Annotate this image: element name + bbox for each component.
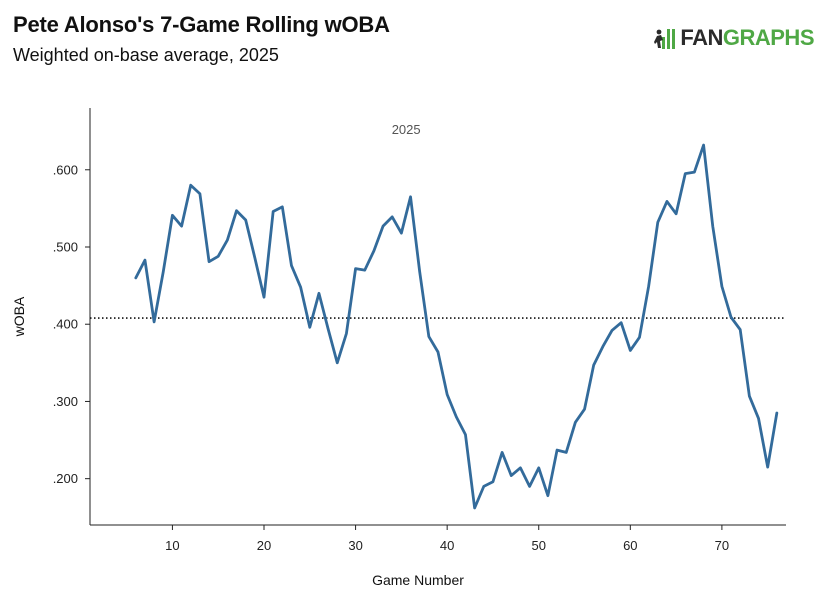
- x-axis-title: Game Number: [372, 572, 464, 588]
- y-tick-label: .500: [53, 240, 78, 255]
- chart-subtitle: Weighted on-base average, 2025: [13, 45, 279, 65]
- y-tick-label: .600: [53, 162, 78, 177]
- y-axis-title: wOBA: [11, 296, 27, 337]
- woba-series-line: [134, 143, 779, 510]
- x-tick-label: 10: [165, 538, 179, 553]
- y-tick-label: .400: [53, 317, 78, 332]
- x-tick-label: 70: [715, 538, 729, 553]
- logo-text-graphs: GRAPHS: [722, 25, 815, 50]
- x-tick-label: 50: [532, 538, 546, 553]
- logo-text-fan: FAN: [680, 25, 723, 50]
- fangraphs-logo-icon: [654, 29, 676, 49]
- x-tick-label: 20: [257, 538, 271, 553]
- chart-title: Pete Alonso's 7-Game Rolling wOBA: [13, 12, 390, 37]
- y-tick-label: .300: [53, 394, 78, 409]
- x-tick-label: 30: [348, 538, 362, 553]
- y-tick-label: .200: [53, 471, 78, 486]
- x-tick-label: 40: [440, 538, 454, 553]
- season-annotation: 2025: [392, 122, 421, 137]
- fangraphs-logo: FANGRAPHS: [654, 25, 815, 51]
- x-tick-label: 60: [623, 538, 637, 553]
